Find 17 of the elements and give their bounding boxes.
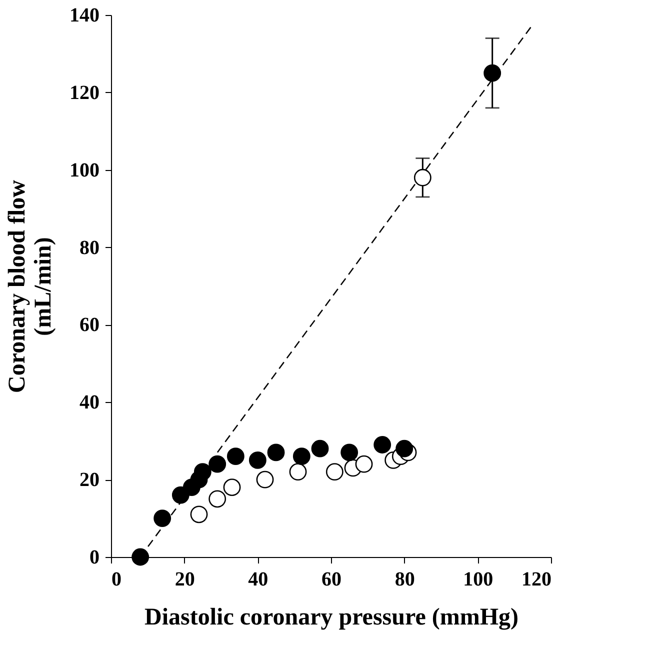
y-tick-label: 0 xyxy=(90,546,100,568)
y-tick-label: 100 xyxy=(70,159,100,182)
y-tick-label: 20 xyxy=(80,469,100,492)
x-tick-label: 20 xyxy=(174,568,195,590)
y-tick-label: 120 xyxy=(70,82,100,104)
x-axis-title: Diastolic coronary pressure (mmHg) xyxy=(144,604,518,630)
y-tick-label: 40 xyxy=(80,392,100,414)
y-tick-label: 60 xyxy=(80,314,100,336)
y-tick-label: 80 xyxy=(80,236,100,259)
x-tick-label: 60 xyxy=(322,568,342,590)
x-tick-label: 80 xyxy=(394,568,415,590)
x-tick-label: 120 xyxy=(522,568,552,590)
x-tick-label: 0 xyxy=(112,568,122,590)
x-tick-label: 100 xyxy=(463,568,494,590)
y-tick-label: 140 xyxy=(70,4,100,26)
y-axis-title: Coronary blood flow (mL/min) xyxy=(4,179,56,393)
x-tick-label: 40 xyxy=(248,568,268,590)
